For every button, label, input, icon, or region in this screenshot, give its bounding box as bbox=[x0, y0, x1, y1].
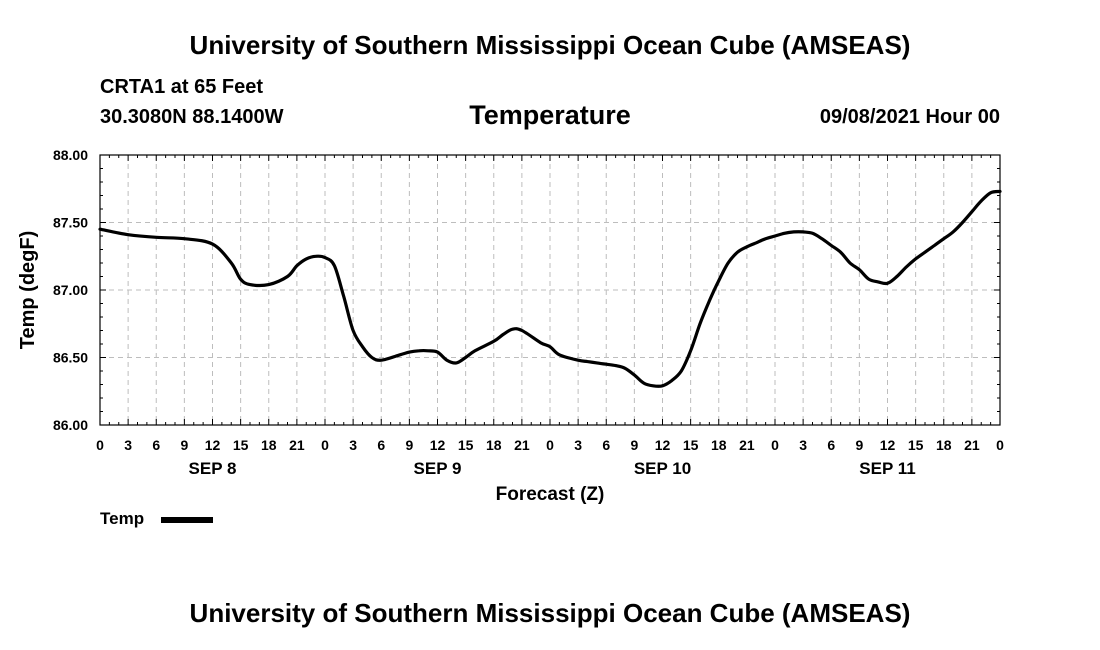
x-tick-label: 9 bbox=[855, 437, 863, 453]
temp-series-line bbox=[98, 189, 1002, 388]
x-tick-label: 18 bbox=[486, 437, 502, 453]
plot-frame bbox=[99, 154, 1001, 426]
forecast-datetime: 09/08/2021 Hour 00 bbox=[819, 106, 1000, 128]
x-tick-label: 0 bbox=[321, 437, 329, 453]
x-tick-label: 6 bbox=[152, 437, 160, 453]
x-axis-label: Forecast (Z) bbox=[496, 484, 605, 505]
y-tick-label: 86.00 bbox=[53, 417, 88, 433]
x-tick-label: 18 bbox=[261, 437, 277, 453]
x-tick-label: 9 bbox=[180, 437, 188, 453]
x-tick-label: 3 bbox=[799, 437, 807, 453]
bottom-title: University of Southern Mississippi Ocean… bbox=[189, 598, 911, 628]
day-label: SEP 10 bbox=[634, 459, 691, 478]
x-tick-label: 9 bbox=[630, 437, 638, 453]
x-tick-label: 15 bbox=[458, 437, 474, 453]
x-tick-label: 0 bbox=[546, 437, 554, 453]
x-tick-label: 12 bbox=[205, 437, 221, 453]
coordinates-label: 30.3080N 88.1400W bbox=[100, 106, 284, 128]
x-tick-label: 15 bbox=[908, 437, 924, 453]
x-tick-label: 15 bbox=[233, 437, 249, 453]
x-tick-label: 21 bbox=[739, 437, 755, 453]
x-tick-label: 21 bbox=[289, 437, 305, 453]
legend-swatch bbox=[161, 517, 213, 523]
x-tick-label: 15 bbox=[683, 437, 699, 453]
x-tick-label: 0 bbox=[996, 437, 1004, 453]
y-tick-label: 87.00 bbox=[53, 282, 88, 298]
day-label: SEP 8 bbox=[189, 459, 237, 478]
chart-title: Temperature bbox=[469, 100, 631, 130]
x-tick-label: 21 bbox=[514, 437, 530, 453]
x-tick-label: 3 bbox=[574, 437, 582, 453]
day-label: SEP 11 bbox=[859, 459, 915, 478]
x-tick-label: 12 bbox=[655, 437, 671, 453]
y-tick-label: 88.00 bbox=[53, 147, 88, 163]
station-label: CRTA1 at 65 Feet bbox=[100, 76, 264, 98]
x-tick-label: 0 bbox=[771, 437, 779, 453]
x-tick-label: 0 bbox=[96, 437, 104, 453]
x-tick-label: 12 bbox=[430, 437, 446, 453]
x-tick-label: 18 bbox=[936, 437, 952, 453]
x-tick-label: 21 bbox=[964, 437, 980, 453]
x-tick-label: 6 bbox=[377, 437, 385, 453]
y-tick-label: 86.50 bbox=[53, 350, 88, 366]
x-tick-label: 18 bbox=[711, 437, 727, 453]
legend-label: Temp bbox=[100, 509, 145, 528]
x-tick-label: 12 bbox=[880, 437, 896, 453]
y-tick-label: 87.50 bbox=[53, 215, 88, 231]
y-axis-label: Temp (degF) bbox=[17, 231, 39, 350]
x-tick-label: 3 bbox=[124, 437, 132, 453]
top-title: University of Southern Mississippi Ocean… bbox=[189, 30, 911, 60]
x-tick-label: 3 bbox=[349, 437, 357, 453]
x-tick-label: 6 bbox=[602, 437, 610, 453]
day-label: SEP 9 bbox=[414, 459, 462, 478]
x-tick-label: 6 bbox=[827, 437, 835, 453]
x-tick-label: 9 bbox=[405, 437, 413, 453]
